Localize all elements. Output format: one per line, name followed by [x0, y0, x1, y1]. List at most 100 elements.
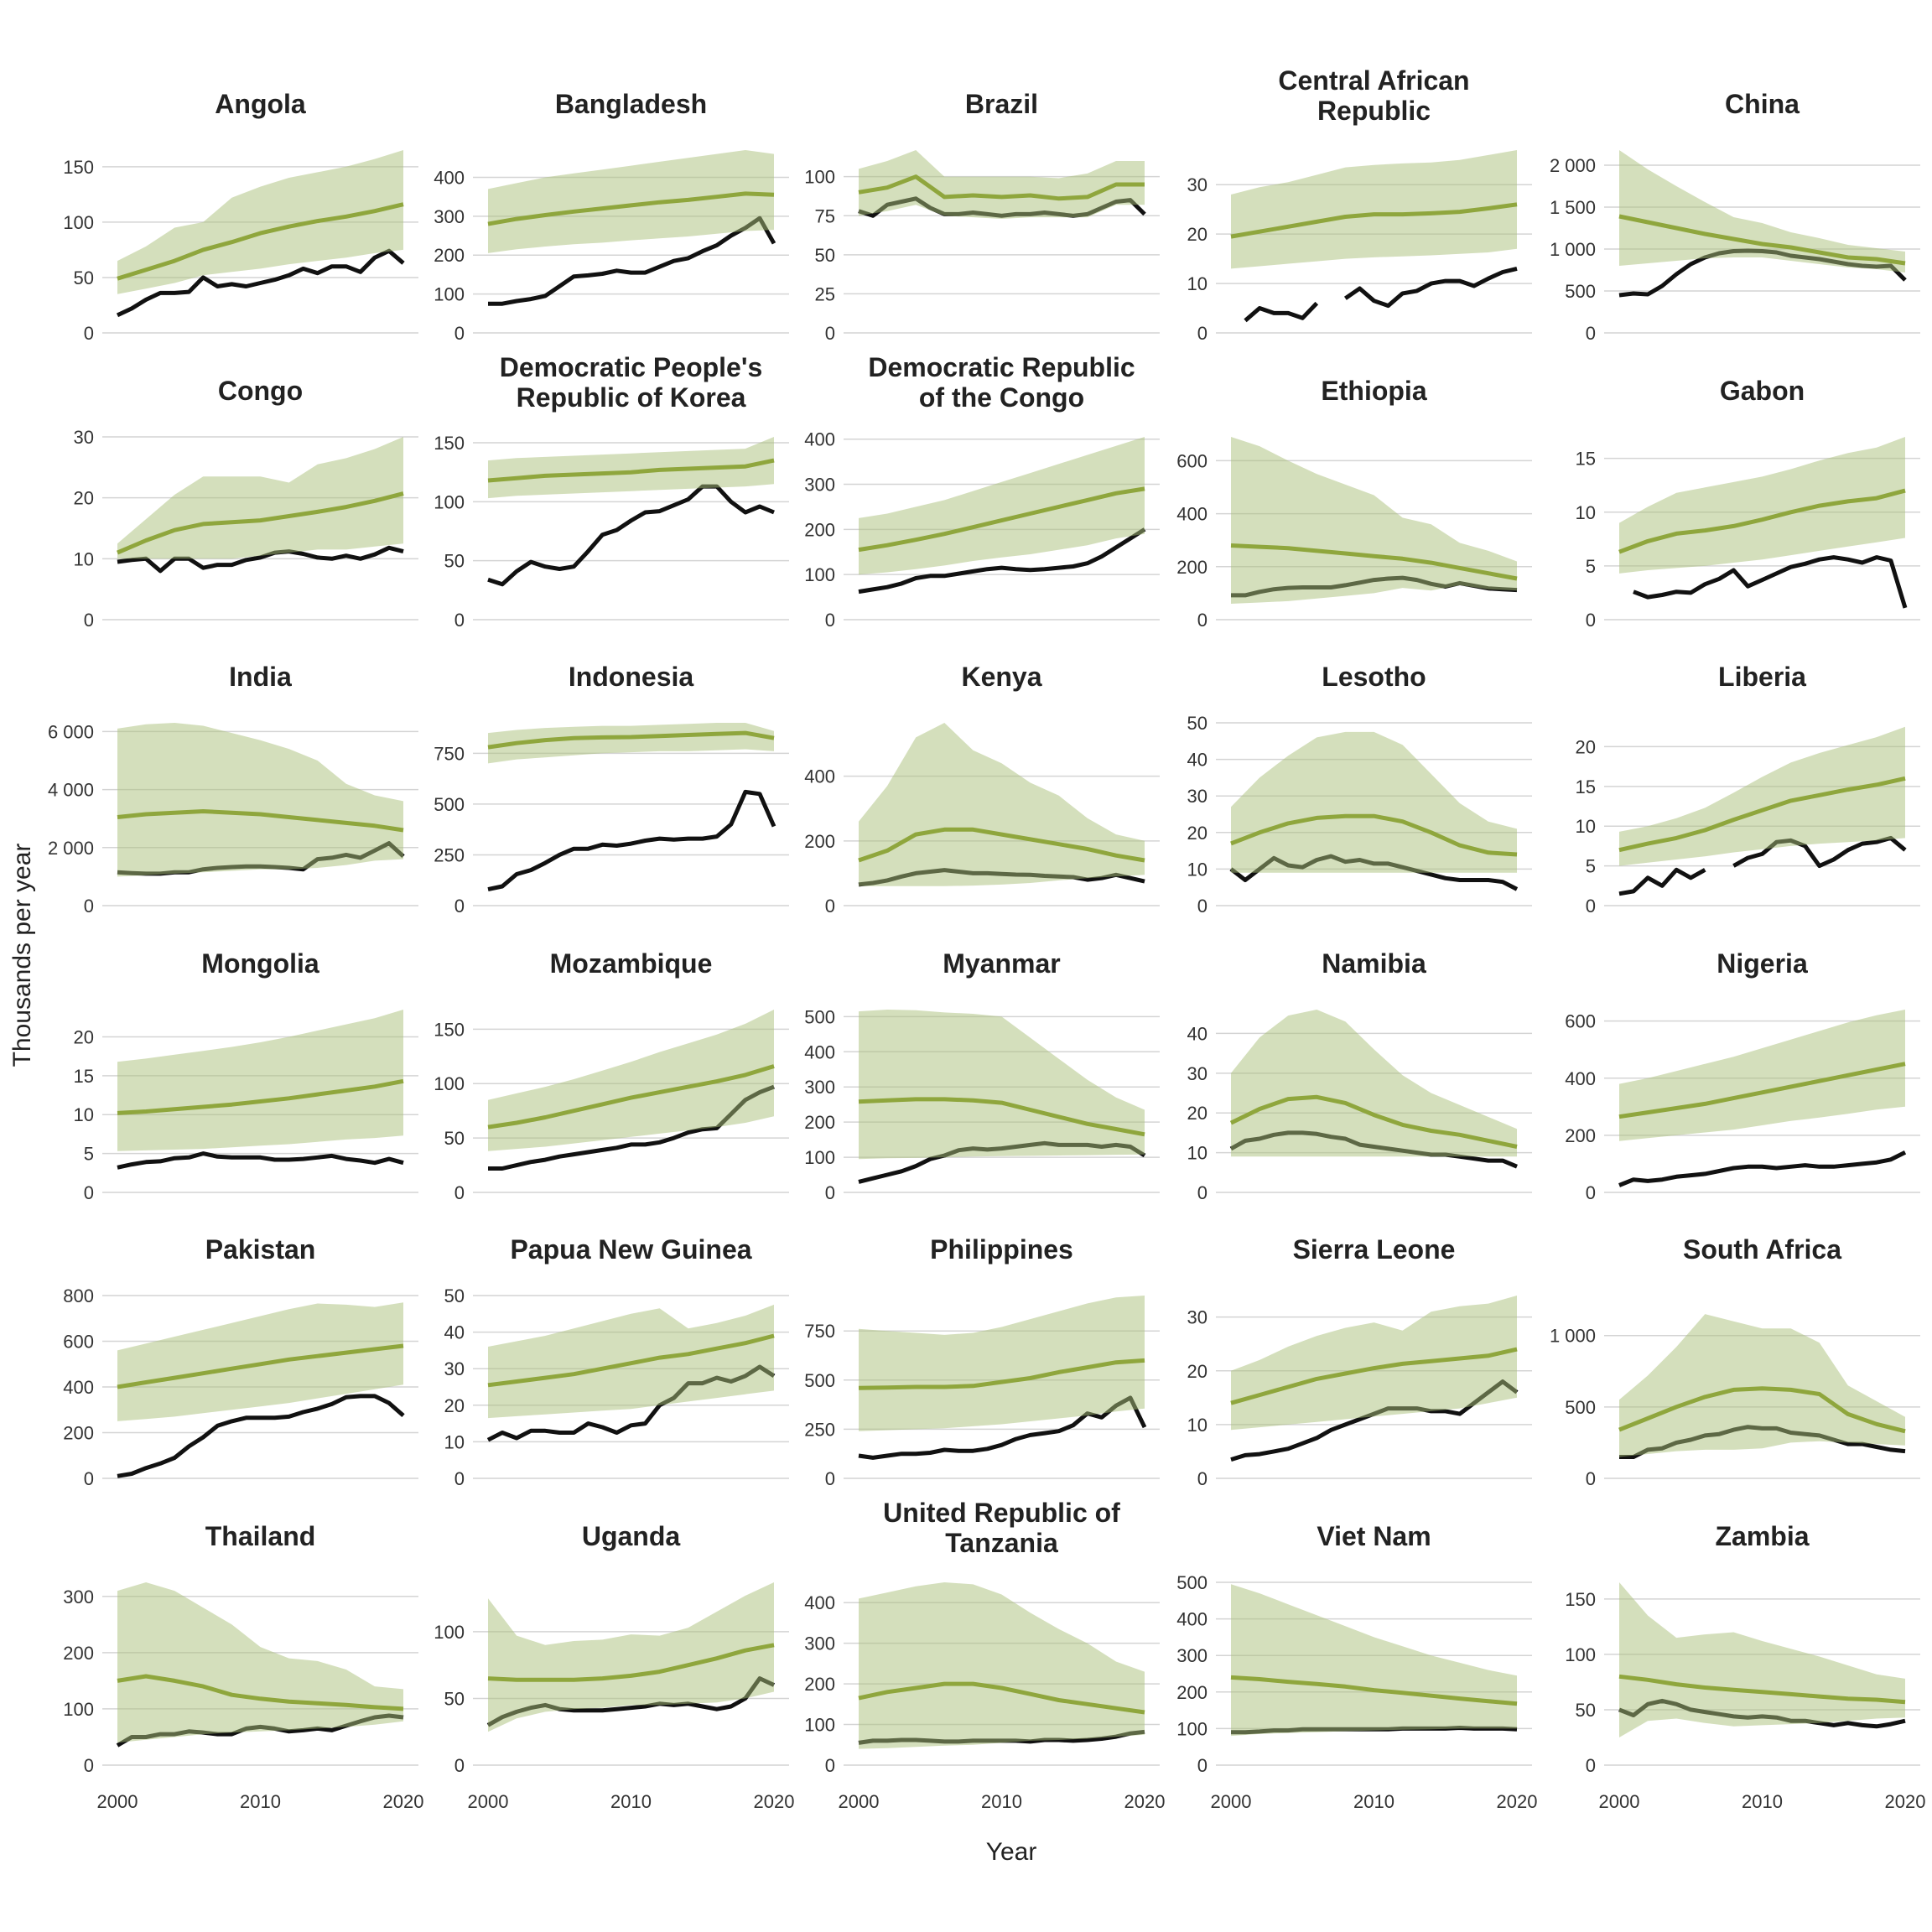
- notified-line: [858, 1395, 1147, 1460]
- y-tick-label: 50: [444, 1285, 465, 1306]
- x-tick-label: 2020: [1497, 1791, 1538, 1812]
- panel-china: China 0 500 1 000 1 500 2 000: [1550, 89, 1920, 344]
- panel-title: Congo: [218, 376, 303, 406]
- y-tick-label: 0: [1586, 1468, 1596, 1489]
- y-tick-label: 400: [804, 766, 835, 787]
- x-tick-label: 2020: [754, 1791, 795, 1812]
- y-tick-label: 400: [1176, 504, 1208, 525]
- y-tick-label: 100: [1176, 1718, 1208, 1739]
- panel-title: Democratic People's: [500, 352, 763, 382]
- y-tick-label: 100: [804, 167, 835, 188]
- panel-title: Indonesia: [569, 662, 694, 692]
- panel-title: China: [1725, 89, 1800, 119]
- y-tick-label: 100: [63, 1699, 94, 1720]
- estimate-line: [858, 827, 1145, 863]
- y-tick-label: 30: [1187, 1307, 1208, 1328]
- uncertainty-band: [488, 1582, 774, 1732]
- y-tick-label: 150: [434, 1019, 465, 1040]
- y-tick-label: 10: [1576, 816, 1596, 837]
- estimate-line: [117, 1343, 404, 1389]
- y-tick-label: 0: [84, 1182, 94, 1203]
- y-tick-label: 40: [1187, 1023, 1208, 1044]
- uncertainty-band: [117, 1582, 403, 1743]
- x-tick-label: 2010: [981, 1791, 1022, 1812]
- estimate-line: [858, 486, 1145, 553]
- estimate-line: [858, 1681, 1145, 1715]
- y-tick-label: 600: [1176, 450, 1208, 471]
- panel-philippines: Philippines 0 250 500 750: [804, 1234, 1160, 1489]
- panel-congo: Congo 0 10 20 30: [74, 376, 418, 631]
- y-tick-label: 0: [1197, 1182, 1208, 1203]
- y-tick-label: 30: [1187, 1063, 1208, 1084]
- y-tick-label: 30: [444, 1358, 465, 1379]
- panel-sierra-leone: Sierra Leone 0 10 20 30: [1187, 1234, 1532, 1489]
- uncertainty-band: [859, 1582, 1145, 1749]
- y-tick-label: 4 000: [48, 780, 94, 801]
- panel-title: Kenya: [961, 662, 1041, 692]
- estimate-line: [117, 1078, 404, 1115]
- panel-mongolia: Mongolia 0 5 10 15 20: [74, 948, 418, 1203]
- y-tick-label: 10: [1187, 1143, 1208, 1164]
- y-tick-label: 15: [1576, 449, 1596, 470]
- uncertainty-band: [117, 1010, 403, 1151]
- panel-lesotho: Lesotho 0 10 20 30 40 50: [1187, 662, 1532, 917]
- y-axis-label: Thousands per year: [8, 844, 36, 1067]
- y-tick-label: 20: [74, 1026, 94, 1047]
- panel-title: Zambia: [1715, 1521, 1809, 1551]
- y-tick-label: 150: [1565, 1589, 1596, 1610]
- y-tick-label: 300: [804, 475, 835, 496]
- panel-viet-nam: Viet Nam 0 100 200 300 400 500 2000 2010 2020: [1176, 1521, 1537, 1812]
- y-tick-label: 200: [804, 519, 835, 540]
- y-tick-label: 25: [815, 283, 835, 304]
- y-tick-label: 500: [1565, 1397, 1596, 1418]
- x-tick-label: 2000: [468, 1791, 509, 1812]
- y-tick-label: 10: [74, 548, 94, 569]
- estimate-line: [858, 1358, 1145, 1390]
- panel-bangladesh: Bangladesh 0 100 200 300 400: [434, 89, 789, 344]
- uncertainty-band: [488, 150, 774, 253]
- y-tick-label: 5: [1586, 856, 1596, 877]
- estimate-line: [487, 1064, 775, 1130]
- y-tick-label: 0: [84, 610, 94, 631]
- panel-title: Bangladesh: [555, 89, 707, 119]
- estimate-line: [1618, 1386, 1906, 1434]
- y-tick-label: 10: [74, 1104, 94, 1125]
- y-tick-label: 10: [1576, 502, 1596, 523]
- y-tick-label: 500: [804, 1370, 835, 1391]
- uncertainty-band: [859, 1296, 1145, 1431]
- panel-title: Republic of Korea: [517, 382, 746, 413]
- panel-title: Ethiopia: [1321, 376, 1426, 406]
- y-tick-label: 300: [63, 1587, 94, 1607]
- notified-line: [1633, 555, 1908, 609]
- notified-line: [487, 789, 776, 892]
- y-tick-label: 150: [63, 157, 94, 178]
- panel-india: India 0 2 000 4 000 6 000: [48, 662, 418, 917]
- y-tick-label: 0: [84, 1755, 94, 1776]
- uncertainty-band: [1231, 1296, 1517, 1431]
- estimate-line: [858, 1097, 1145, 1137]
- panel-zambia: Zambia 0 50 100 150 2000 2010 2020: [1565, 1521, 1925, 1812]
- y-tick-label: 0: [1586, 1182, 1596, 1203]
- panel-south-africa: South Africa 0 500 1 000: [1550, 1234, 1920, 1489]
- estimate-line: [487, 458, 775, 483]
- notified-line: [858, 527, 1146, 595]
- panel-title: Angola: [215, 89, 306, 119]
- y-tick-label: 200: [804, 1674, 835, 1695]
- y-tick-label: 10: [1187, 273, 1208, 294]
- x-tick-label: 2000: [1211, 1791, 1252, 1812]
- estimate-line: [117, 809, 404, 833]
- panel-angola: Angola 0 50 100 150: [63, 89, 418, 344]
- y-tick-label: 0: [454, 1468, 465, 1489]
- panel-title: Mongolia: [201, 948, 319, 979]
- panel-title: Pakistan: [205, 1234, 316, 1265]
- panel-gabon: Gabon 0 5 10 15: [1576, 376, 1920, 631]
- notified-line: [487, 484, 775, 587]
- y-tick-label: 600: [63, 1332, 94, 1353]
- y-tick-label: 200: [63, 1643, 94, 1664]
- uncertainty-band: [488, 1010, 774, 1151]
- uncertainty-band: [117, 723, 403, 877]
